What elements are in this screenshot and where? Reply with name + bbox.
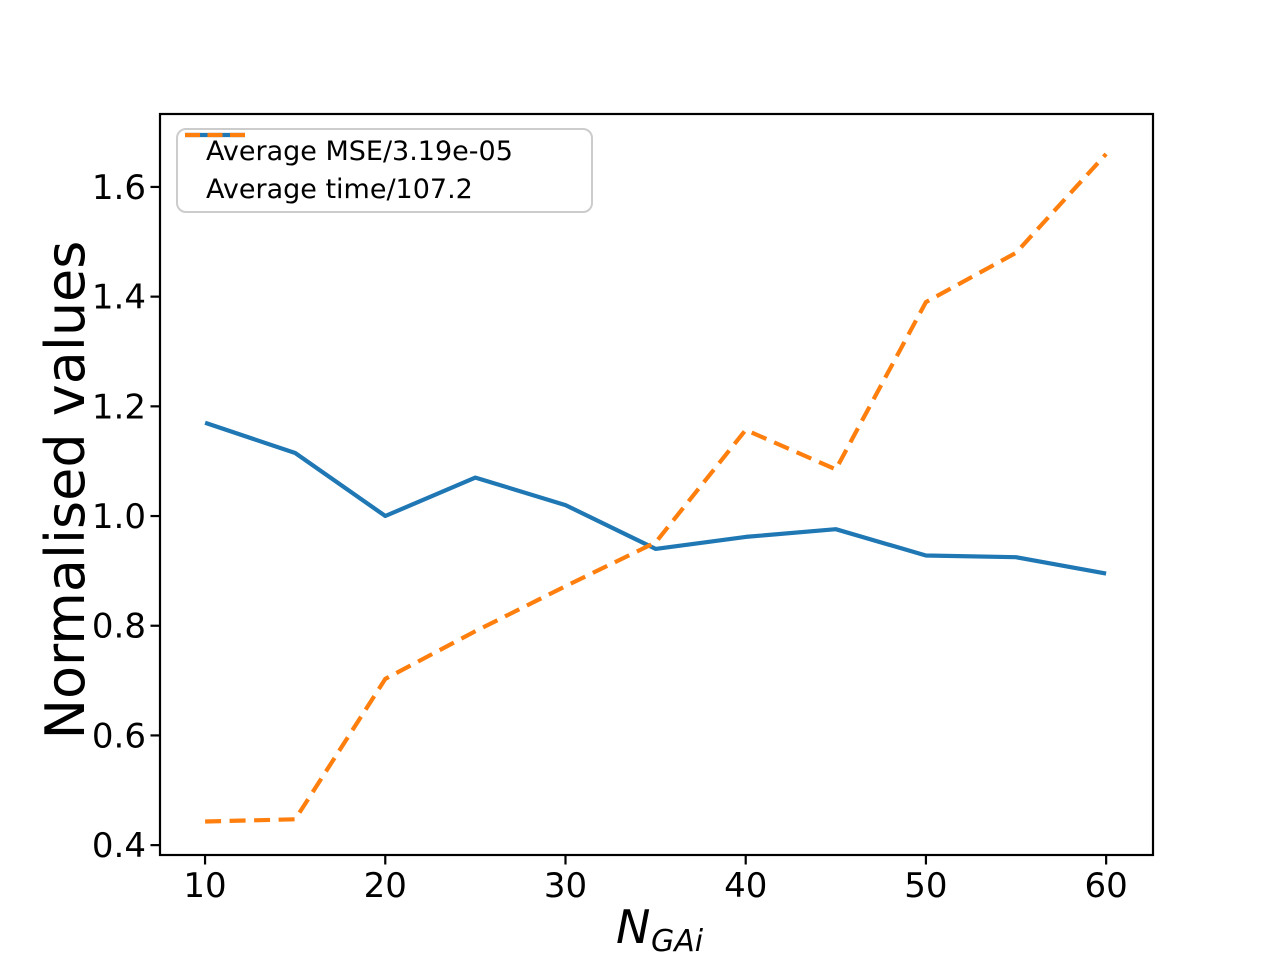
x-axis-label-main: N [616,900,650,954]
y-tick-label: 0.4 [92,826,146,866]
y-tick-label: 0.6 [92,716,146,756]
x-tick-label: 50 [904,866,947,906]
y-axis-label: Normalised values [34,241,97,740]
legend-label-time: Average time/107.2 [206,174,473,206]
x-tick-label: 10 [183,866,226,906]
x-axis-label-subscript: GAi [651,924,704,959]
plot-frame [158,112,1155,857]
legend-line-dashed-icon [185,132,245,138]
x-tick-label: 40 [724,866,767,906]
y-tick-label: 1.2 [92,387,146,427]
y-tick-label: 1.0 [92,497,146,537]
legend: Average MSE/3.19e-05 Average time/107.2 [176,128,593,213]
series-line-mse [204,420,1107,576]
y-tick-label: 1.6 [92,168,146,208]
legend-label-mse: Average MSE/3.19e-05 [206,135,513,167]
x-tick-label: 60 [1085,866,1128,906]
x-tick-label: 20 [364,866,407,906]
series-line-time [205,152,1108,824]
series-lines [204,152,1108,824]
axis-ticks: 10 20 30 40 50 60 0.4 0.6 0.8 1.0 1.2 1.4 1.6 [92,168,1128,906]
x-tick-label: 30 [544,866,587,906]
x-axis-label: N GAi [616,900,704,959]
y-tick-label: 1.4 [92,278,146,318]
legend-item-time: Average time/107.2 [184,132,585,210]
y-tick-label: 0.8 [92,607,146,647]
